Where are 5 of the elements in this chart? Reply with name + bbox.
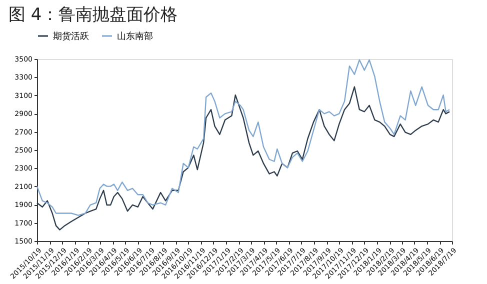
line-series: [36, 59, 450, 216]
chart-title: 图 4：鲁南抛盘面价格: [8, 5, 178, 25]
legend-label: 山东南部: [117, 31, 153, 42]
line-series: [36, 86, 450, 230]
legend-label: 期货活跃: [53, 31, 89, 42]
